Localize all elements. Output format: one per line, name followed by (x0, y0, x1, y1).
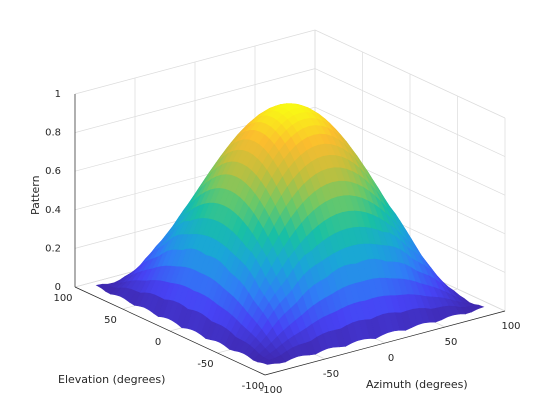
z-tick-label: 0.4 (45, 205, 61, 216)
x-axis-label: Azimuth (degrees) (366, 378, 468, 391)
z-axis-label: Pattern (29, 175, 42, 215)
y-tick-label: 0 (155, 337, 161, 348)
side-wall-grid-line (314, 106, 506, 196)
z-tick-label: 0.8 (45, 128, 61, 139)
side-wall-grid-line (314, 68, 506, 157)
y-axis-label: Elevation (degrees) (58, 373, 165, 386)
side-wall-grid-line (314, 29, 506, 119)
z-tick-label: 1 (55, 89, 61, 100)
back-wall-grid-line (74, 68, 316, 133)
x-tick-label: 0 (388, 353, 394, 364)
axis-layer (74, 94, 506, 376)
y-tick-label: 100 (53, 293, 72, 304)
z-tick-label: 0 (55, 282, 61, 293)
x-axis-line (264, 310, 506, 376)
x-tick-label: -50 (323, 369, 339, 380)
surface-layer (95, 103, 485, 365)
z-tick-label: 0.6 (45, 166, 61, 177)
x-tick-label: 50 (445, 337, 458, 348)
y-tick-label: 50 (104, 315, 117, 326)
x-tick-label: -100 (260, 385, 283, 396)
surface-patch (261, 359, 275, 365)
z-tick-label: 0.2 (45, 243, 61, 254)
y-axis-line (74, 286, 266, 376)
back-wall-grid-line (74, 29, 316, 95)
y-tick-label: -100 (242, 381, 265, 392)
y-tick-label: -50 (197, 359, 213, 370)
x-tick-label: 100 (501, 321, 520, 332)
